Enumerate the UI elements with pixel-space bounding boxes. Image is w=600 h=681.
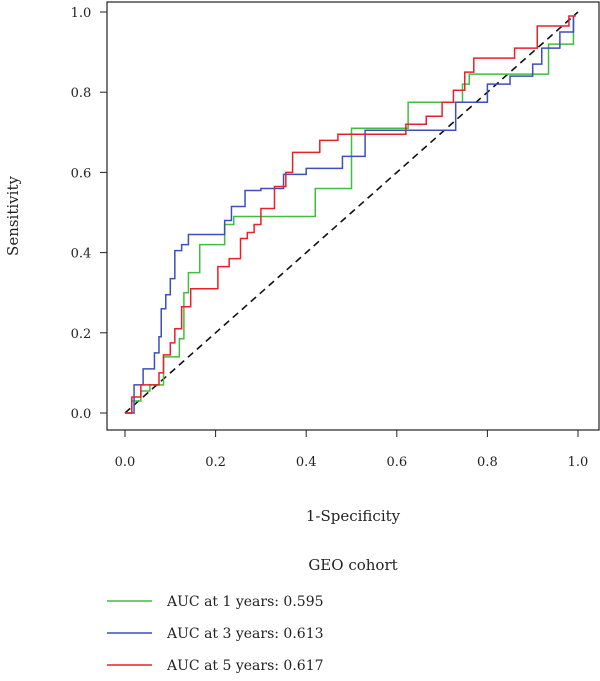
diagonal-reference-line <box>124 11 579 414</box>
y-tick-label: 0.2 <box>71 327 92 342</box>
x-tick-label: 0.0 <box>115 455 136 470</box>
y-tick-label: 0.6 <box>71 166 92 181</box>
y-tick-label: 0.0 <box>71 407 92 422</box>
y-axis-label: Sensitivity <box>4 176 22 256</box>
x-tick-label: 0.2 <box>205 455 226 470</box>
x-tick-label: 0.8 <box>477 455 498 470</box>
roc-series-line-3 <box>125 15 576 414</box>
y-tick-label: 0.4 <box>71 247 92 262</box>
legend: AUC at 1 years: 0.595 AUC at 3 years: 0.6… <box>107 594 324 674</box>
x-tick-label: 1.0 <box>568 455 589 470</box>
y-tick-label: 0.8 <box>71 86 92 101</box>
roc-series-line-2 <box>125 16 575 414</box>
x-axis-label: 1-Specificity <box>306 507 401 525</box>
x-tick-label: 0.6 <box>386 455 407 470</box>
plot-frame <box>106 1 600 431</box>
y-tick-label: 1.0 <box>71 6 92 21</box>
x-tick-label: 0.4 <box>296 455 317 470</box>
legend-label-1: AUC at 1 years: 0.595 <box>166 594 324 610</box>
legend-label-3: AUC at 5 years: 0.617 <box>166 658 324 674</box>
legend-title: GEO cohort <box>308 556 397 574</box>
legend-label-2: AUC at 3 years: 0.613 <box>166 626 324 642</box>
